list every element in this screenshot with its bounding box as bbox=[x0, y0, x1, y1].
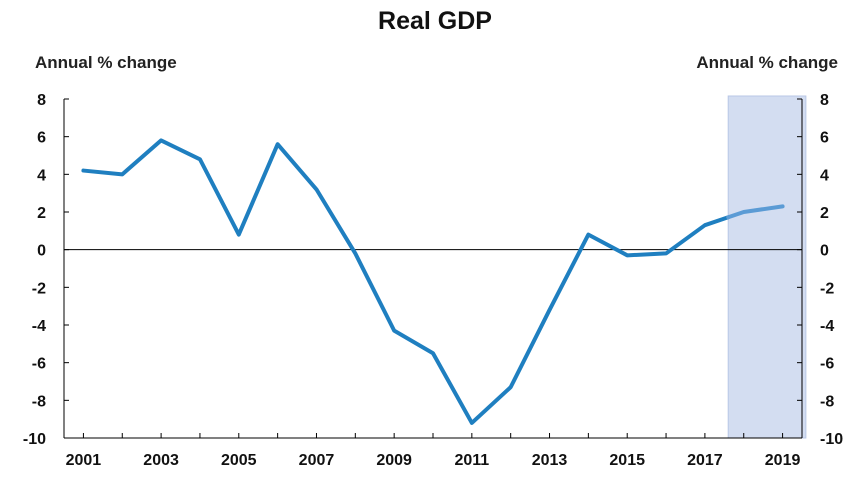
x-tick-label: 2005 bbox=[221, 452, 257, 469]
chart-title: Real GDP bbox=[378, 7, 492, 35]
data-point bbox=[509, 385, 513, 389]
y-tick-label-right: -2 bbox=[820, 280, 834, 297]
gdp-projection-line bbox=[726, 204, 785, 220]
y-tick-label-left: 2 bbox=[37, 205, 46, 222]
data-point bbox=[781, 204, 785, 208]
y-tick-label-left: -2 bbox=[32, 280, 46, 297]
y-tick-label-left: -10 bbox=[23, 431, 46, 448]
x-tick-label: 2003 bbox=[143, 452, 179, 469]
y-tick-label-left: 4 bbox=[37, 167, 46, 184]
data-point bbox=[198, 157, 202, 161]
data-point bbox=[586, 233, 590, 237]
data-point bbox=[392, 329, 396, 333]
x-tick-label: 2011 bbox=[454, 452, 489, 469]
y-tick-label-left: -8 bbox=[32, 393, 46, 410]
y-tick-label-left: 0 bbox=[37, 243, 46, 260]
x-tick-label: 2017 bbox=[687, 452, 723, 469]
y-tick-label-left: -4 bbox=[32, 318, 46, 335]
x-tick-label: 2001 bbox=[66, 452, 102, 469]
x-tick-label: 2007 bbox=[299, 452, 335, 469]
y-tick-label-right: 0 bbox=[820, 243, 829, 260]
data-point bbox=[159, 138, 163, 142]
gdp-series-line bbox=[81, 138, 731, 425]
y-tick-label-right: 2 bbox=[820, 205, 829, 222]
data-point bbox=[470, 421, 474, 425]
data-point bbox=[120, 172, 124, 176]
data-point bbox=[353, 251, 357, 255]
data-point bbox=[664, 251, 668, 255]
data-point bbox=[237, 233, 241, 237]
y-tick-label-right: -4 bbox=[820, 318, 834, 335]
x-tick-label: 2013 bbox=[532, 452, 568, 469]
y-tick-label-right: 6 bbox=[820, 130, 829, 147]
y-tick-label-right: -6 bbox=[820, 356, 834, 373]
y-tick-label-right: -8 bbox=[820, 393, 834, 410]
x-tick-label: 2009 bbox=[376, 452, 412, 469]
y-tick-label-right: 4 bbox=[820, 167, 829, 184]
data-point bbox=[276, 142, 280, 146]
data-point bbox=[703, 223, 707, 227]
data-point bbox=[314, 187, 318, 191]
y-tick-label-left: -6 bbox=[32, 356, 46, 373]
x-tick-label: 2015 bbox=[609, 452, 645, 469]
y-tick-label-right: -10 bbox=[820, 431, 843, 448]
data-point bbox=[548, 308, 552, 312]
projection-shade bbox=[727, 95, 807, 439]
y-tick-label-left: 6 bbox=[37, 130, 46, 147]
data-point bbox=[742, 210, 746, 214]
y-tick-label-right: 8 bbox=[820, 92, 829, 109]
y-tick-label-left: 8 bbox=[37, 92, 46, 109]
data-point bbox=[81, 169, 85, 173]
data-point bbox=[625, 253, 629, 257]
y-axis-label-left: Annual % change bbox=[35, 53, 177, 72]
y-axis-label-right: Annual % change bbox=[696, 53, 838, 72]
data-point bbox=[431, 351, 435, 355]
x-tick-label: 2019 bbox=[765, 452, 801, 469]
